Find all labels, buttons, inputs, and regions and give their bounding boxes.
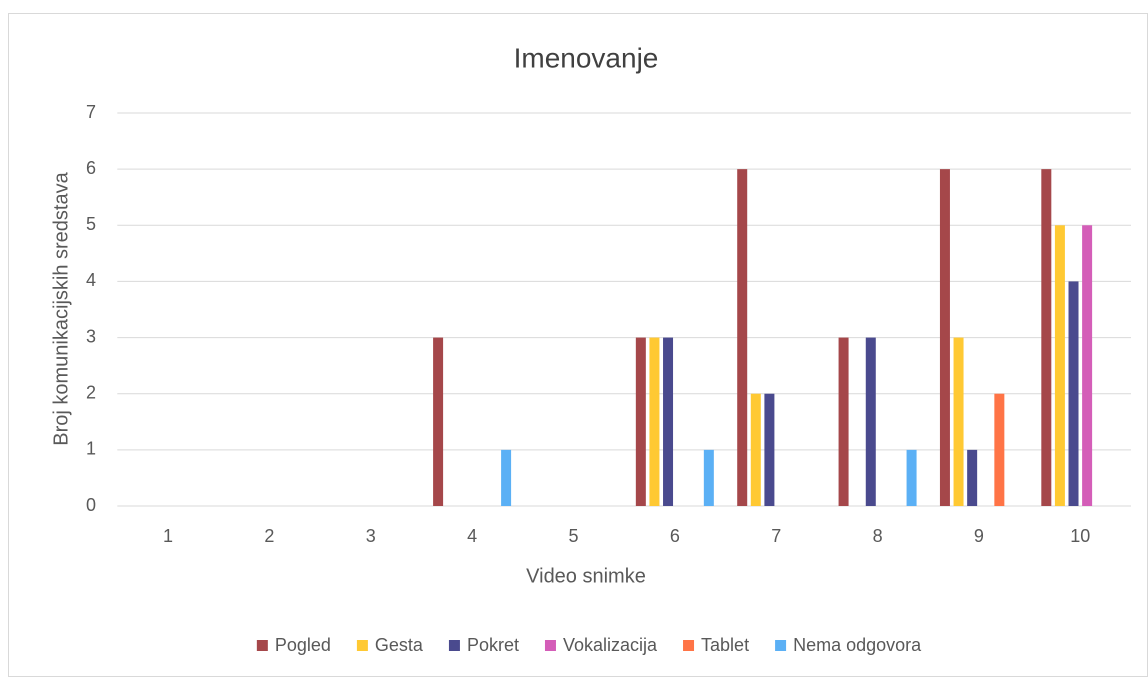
bar: [750, 393, 761, 506]
x-tick-label: 2: [264, 526, 274, 546]
x-tick-label: 5: [568, 526, 578, 546]
bar: [838, 337, 849, 506]
legend-label: Pokret: [467, 635, 519, 655]
bar: [501, 449, 512, 506]
y-tick-label: 7: [86, 102, 96, 122]
x-tick-label: 9: [974, 526, 984, 546]
bar: [906, 449, 917, 506]
bar: [1054, 225, 1065, 507]
x-axis-label: Video snimke: [526, 565, 646, 587]
y-tick-label: 2: [86, 382, 96, 402]
bar: [1082, 225, 1093, 507]
x-tick-label: 3: [366, 526, 376, 546]
chart-title: Imenovanje: [514, 42, 659, 73]
x-tick-label: 1: [163, 526, 173, 546]
legend-label: Nema odgovora: [793, 635, 922, 655]
x-tick-label: 10: [1070, 526, 1090, 546]
legend-label: Vokalizacija: [563, 635, 658, 655]
bar: [703, 449, 714, 506]
legend-label: Tablet: [701, 635, 749, 655]
bar: [939, 169, 950, 506]
x-tick-label: 6: [670, 526, 680, 546]
bar: [1041, 169, 1052, 506]
bar: [433, 337, 444, 506]
legend-swatch: [683, 640, 695, 651]
x-tick-label: 7: [771, 526, 781, 546]
bar: [764, 393, 775, 506]
bar: [663, 337, 674, 506]
legend-label: Gesta: [375, 635, 424, 655]
bar: [865, 337, 876, 506]
legend-swatch: [544, 640, 556, 651]
legend-swatch: [356, 640, 368, 651]
legend-swatch: [448, 640, 460, 651]
bar: [1068, 281, 1079, 506]
legend: Pogled Gesta Pokret Vokalizacija Tablet Nema …: [256, 635, 922, 655]
y-tick-label: 5: [86, 214, 96, 234]
y-axis-label: Broj komunikacijskih sredstava: [50, 171, 72, 445]
legend-label: Pogled: [275, 635, 331, 655]
y-tick-label: 1: [86, 439, 96, 459]
x-tick-label: 8: [873, 526, 883, 546]
legend-swatch: [775, 640, 787, 651]
x-tick-label: 4: [467, 526, 477, 546]
bar: [953, 337, 964, 506]
y-tick-label: 6: [86, 158, 96, 178]
y-tick-label: 0: [86, 495, 96, 515]
bar: [635, 337, 646, 506]
bar: [967, 449, 978, 506]
y-tick-label: 3: [86, 326, 96, 346]
legend-swatch: [256, 640, 268, 651]
bar: [649, 337, 660, 506]
y-tick-label: 4: [86, 270, 96, 290]
bar: [994, 393, 1005, 506]
bar: [737, 169, 748, 506]
